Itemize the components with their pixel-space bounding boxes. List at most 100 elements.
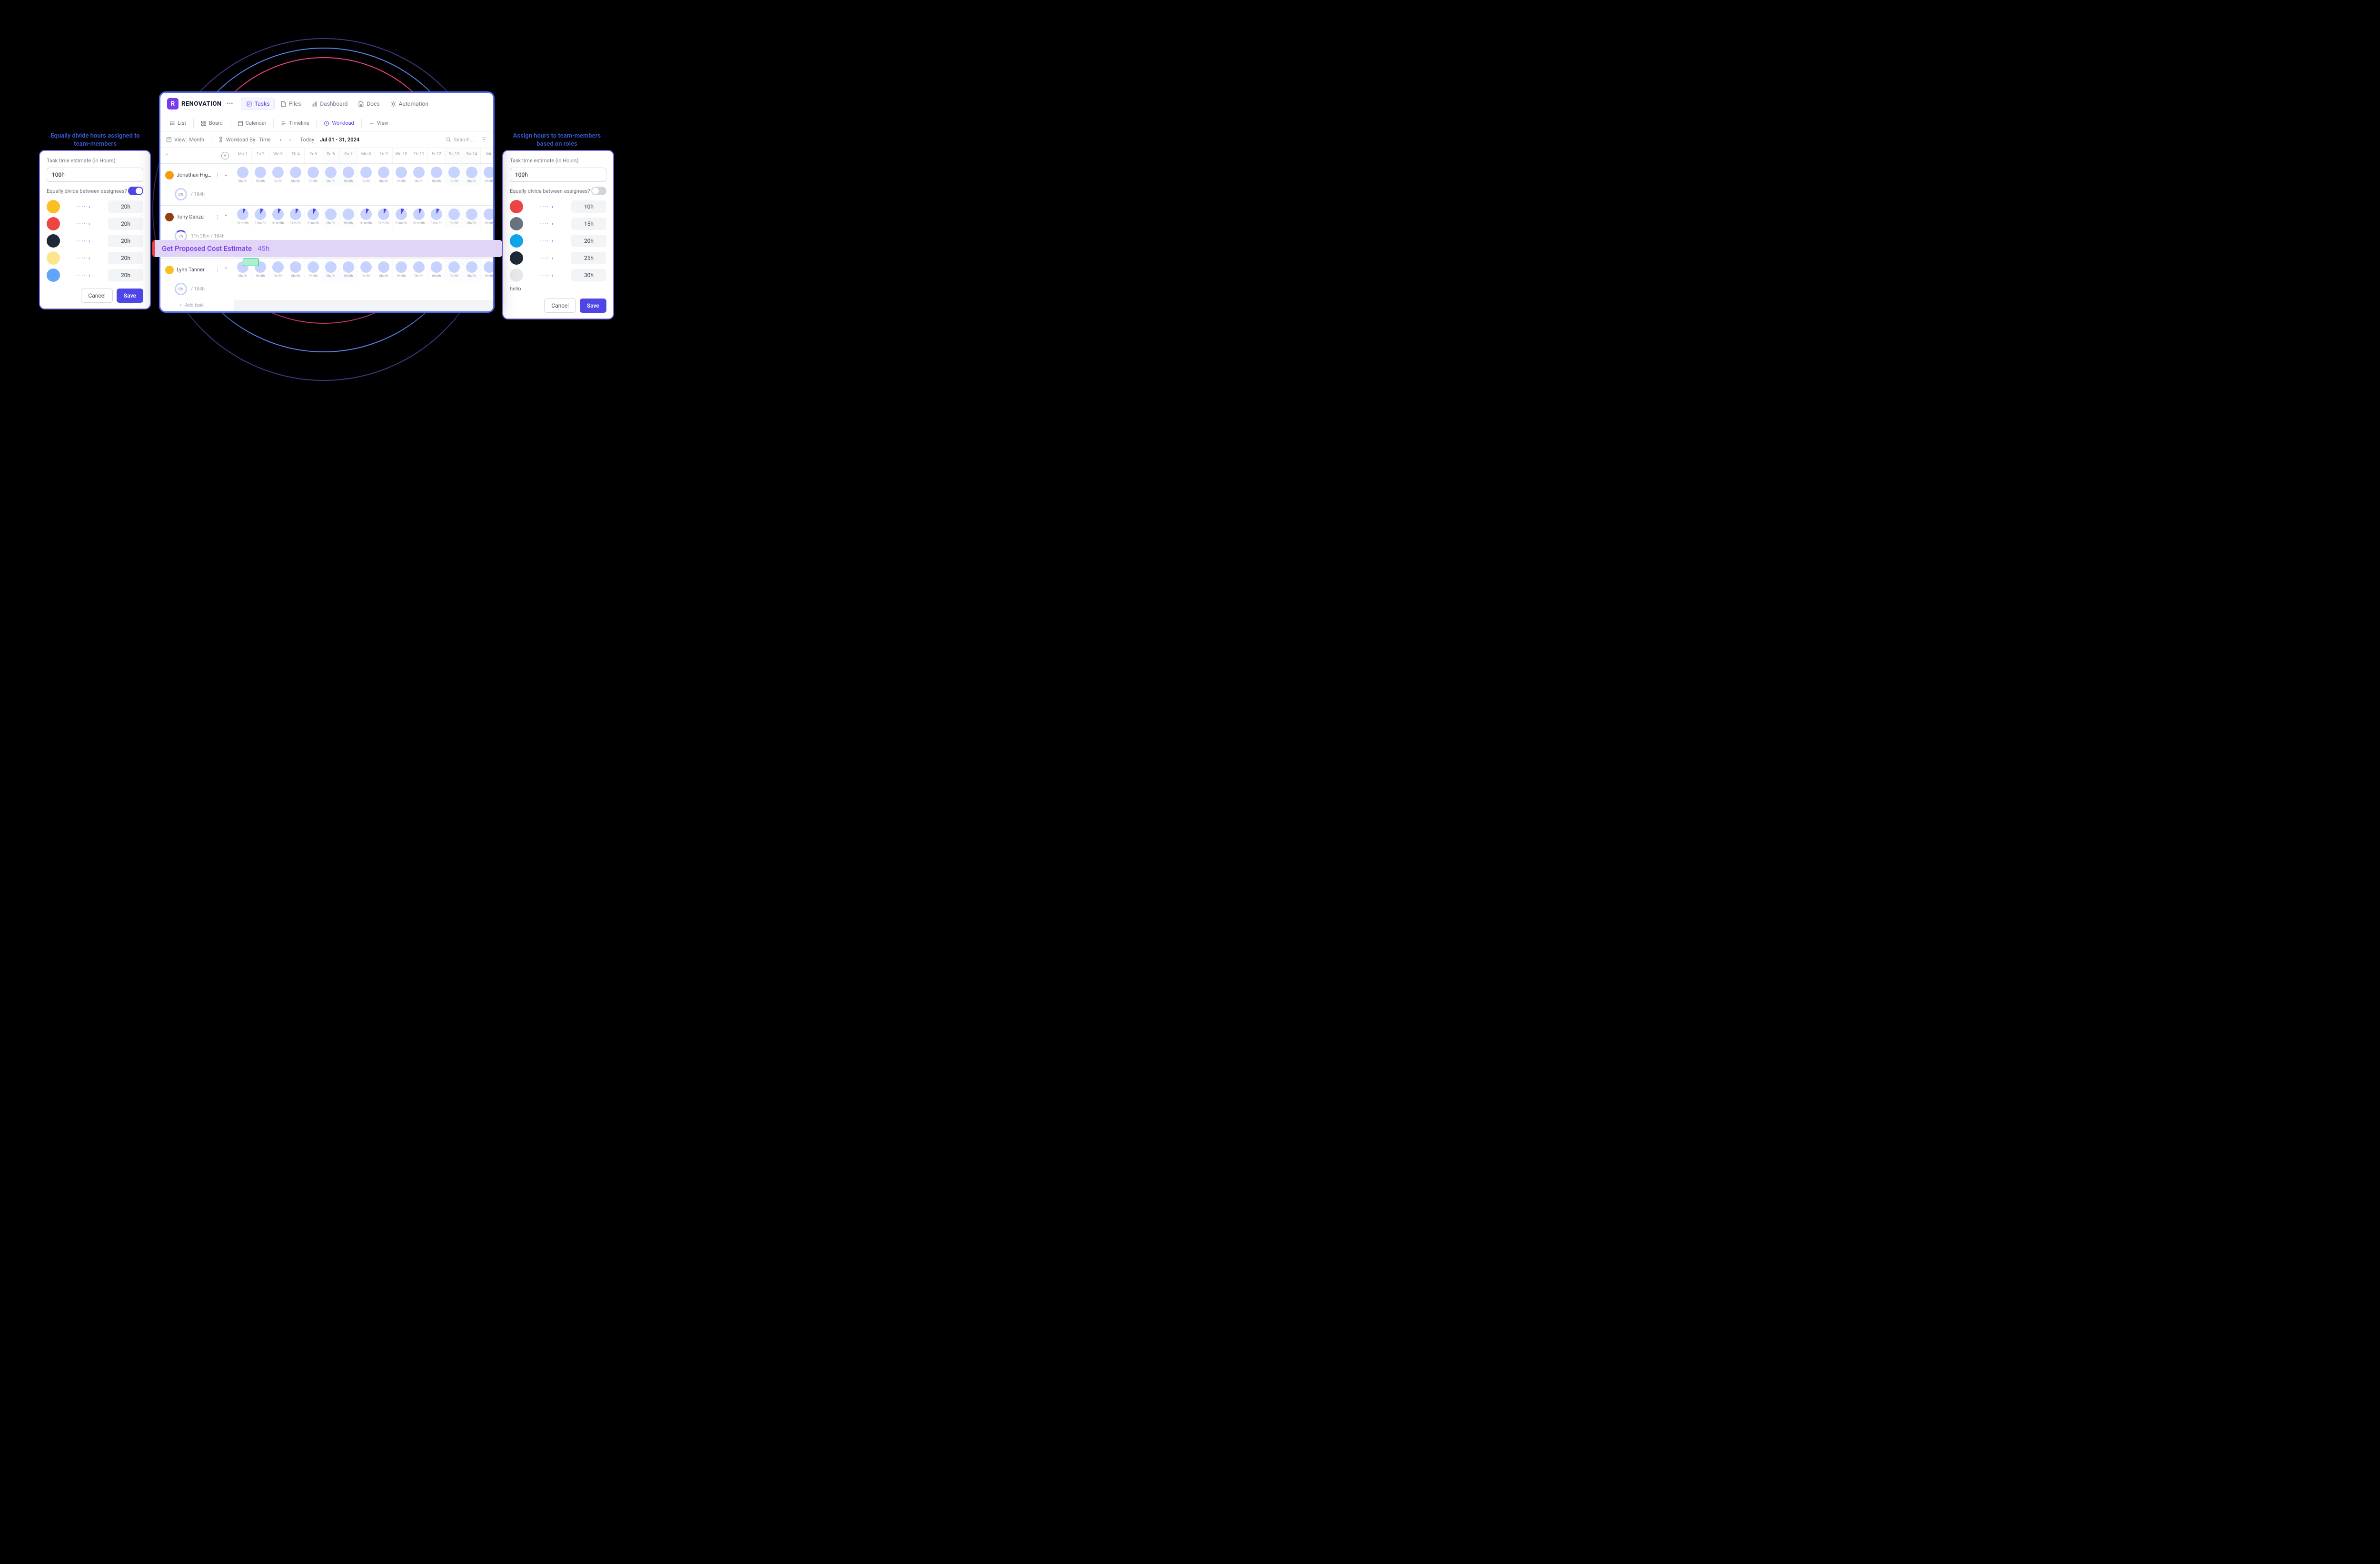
view-view[interactable]: View (365, 118, 393, 128)
workload-cell[interactable]: 0h/8h (481, 206, 495, 228)
more-menu-icon[interactable]: ••• (227, 100, 233, 108)
workload-label: 0h/8h (485, 274, 494, 278)
person-menu-icon[interactable]: ⋮ (215, 172, 220, 179)
workload-cell[interactable]: 31m/8h (234, 206, 252, 228)
workload-selector[interactable]: Workload By: Time (218, 137, 270, 143)
hours-value[interactable]: 20h (108, 269, 143, 281)
view-board[interactable]: Board (197, 118, 227, 128)
hours-value[interactable]: 10h (571, 200, 606, 213)
tab-files[interactable]: Files (276, 98, 306, 110)
person-menu-icon[interactable]: ⋮ (215, 267, 220, 273)
workload-cell[interactable]: 0h/8h (287, 259, 305, 281)
workload-cell[interactable]: 0h/8h (287, 164, 305, 186)
next-button[interactable]: › (286, 135, 295, 144)
workload-cell[interactable]: 0h/8h (234, 164, 252, 186)
prev-button[interactable]: ‹ (277, 135, 285, 144)
hours-value[interactable]: 20h (571, 235, 606, 247)
divide-label: Equally divide between assignees? (510, 188, 590, 194)
workload-cell[interactable]: 0h/0h (340, 206, 357, 228)
workload-cell[interactable]: 0h/0h (322, 206, 340, 228)
collapse-all-icon[interactable]: ⌃ (165, 153, 169, 159)
expand-icon[interactable]: ⌃ (223, 214, 229, 219)
person-menu-icon[interactable]: ⋮ (215, 214, 220, 220)
workload-cell[interactable]: 0h/8h (305, 259, 322, 281)
expand-icon[interactable]: ⌄ (223, 172, 229, 178)
hours-value[interactable]: 20h (108, 200, 143, 213)
workload-cell[interactable]: 0h/0h (446, 206, 463, 228)
add-person-button[interactable]: + (221, 152, 229, 159)
workload-cell[interactable]: 0h/0h (463, 259, 481, 281)
workload-cell[interactable]: 0h/8h (428, 164, 446, 186)
hours-value[interactable]: 30h (571, 269, 606, 281)
task-chip[interactable] (243, 259, 259, 266)
tab-tasks[interactable]: Tasks (241, 98, 275, 110)
workload-pie-icon (343, 209, 354, 220)
divide-toggle[interactable] (128, 187, 143, 195)
workload-cell[interactable]: 31m/8h (393, 206, 410, 228)
workload-cell[interactable]: 0h/8h (410, 164, 428, 186)
workload-cell[interactable]: 0h/8h (393, 164, 410, 186)
expand-icon[interactable]: ⌃ (223, 267, 229, 272)
workload-cell[interactable]: 0h/8h (252, 164, 269, 186)
workload-pie-icon (484, 261, 495, 273)
today-button[interactable]: Today (300, 137, 315, 143)
workload-cell[interactable]: 0h/8h (410, 259, 428, 281)
workload-cell[interactable]: 0h/8h (481, 164, 495, 186)
view-calendar[interactable]: Calendar (233, 118, 271, 128)
estimate-input[interactable] (47, 168, 143, 182)
workload-cell[interactable]: 0h/8h (269, 164, 287, 186)
workload-cell[interactable]: 0h/0h (463, 164, 481, 186)
hours-value[interactable]: 20h (108, 235, 143, 247)
workload-cell[interactable]: 0h/0h (446, 259, 463, 281)
workload-cell[interactable]: 31m/8h (269, 206, 287, 228)
tab-docs[interactable]: Docs (353, 98, 384, 110)
workload-cell[interactable]: 0h/0h (322, 259, 340, 281)
workload-cell[interactable]: 0h/8h (481, 259, 495, 281)
view-selector[interactable]: View: Month (166, 137, 204, 143)
workload-cell[interactable]: 0h/0h (340, 164, 357, 186)
hours-value[interactable]: 25h (571, 252, 606, 264)
workload-cell[interactable]: 31m/8h (410, 206, 428, 228)
cancel-button[interactable]: Cancel (544, 299, 576, 313)
filter-icon[interactable] (481, 136, 487, 143)
add-task-button[interactable]: + Add task (160, 300, 234, 311)
workload-label: 31m/8h (396, 221, 407, 225)
workload-cell[interactable]: 0h/0h (340, 259, 357, 281)
workload-cell[interactable]: 0h/8h (357, 259, 375, 281)
workload-cell[interactable]: 0h/0h (446, 164, 463, 186)
view-list[interactable]: List (165, 118, 190, 128)
cancel-button[interactable]: Cancel (81, 289, 113, 303)
workload-pie-icon (290, 209, 301, 220)
search-input[interactable]: Search ... (446, 137, 475, 143)
tab-dashboard[interactable]: Dashboard (307, 98, 352, 110)
workload-cell[interactable]: 31m/8h (305, 206, 322, 228)
workload-cell[interactable]: 31m/8h (287, 206, 305, 228)
hours-value[interactable]: 15h (571, 218, 606, 230)
hours-value[interactable]: 20h (108, 218, 143, 230)
task-bar[interactable]: Get Proposed Cost Estimate 45h (152, 240, 502, 257)
workload-cell[interactable]: 31m/8h (252, 206, 269, 228)
workload-cell[interactable]: 0h/8h (375, 259, 393, 281)
task-track[interactable] (234, 300, 493, 311)
workload-cell[interactable]: 31m/8h (428, 206, 446, 228)
workload-cell[interactable]: 0h/8h (393, 259, 410, 281)
view-timeline[interactable]: Timeline (277, 118, 313, 128)
save-button[interactable]: Save (580, 299, 606, 313)
workload-cell[interactable]: 0h/0h (322, 164, 340, 186)
tab-automation[interactable]: Automation (386, 98, 433, 110)
day-header-cell: We 10 (393, 148, 410, 163)
workload-cell[interactable]: 0h/8h (357, 164, 375, 186)
save-button[interactable]: Save (117, 289, 143, 303)
view-workload[interactable]: Workload (319, 118, 358, 128)
workload-cell[interactable]: 0h/8h (428, 259, 446, 281)
workload-cell[interactable]: 0h/8h (269, 259, 287, 281)
hours-value[interactable]: 20h (108, 252, 143, 264)
workload-cell[interactable]: 0h/8h (375, 164, 393, 186)
divide-toggle[interactable] (591, 187, 606, 195)
estimate-input[interactable] (510, 168, 606, 182)
workload-cell[interactable]: 31m/8h (375, 206, 393, 228)
workload-cell[interactable]: 0h/0h (463, 206, 481, 228)
workload-cell[interactable]: 0h/8h (305, 164, 322, 186)
workload-cell[interactable]: 31m/8h (357, 206, 375, 228)
estimate-panel-equal: Task time estimate (in Hours) Equally di… (39, 150, 151, 309)
